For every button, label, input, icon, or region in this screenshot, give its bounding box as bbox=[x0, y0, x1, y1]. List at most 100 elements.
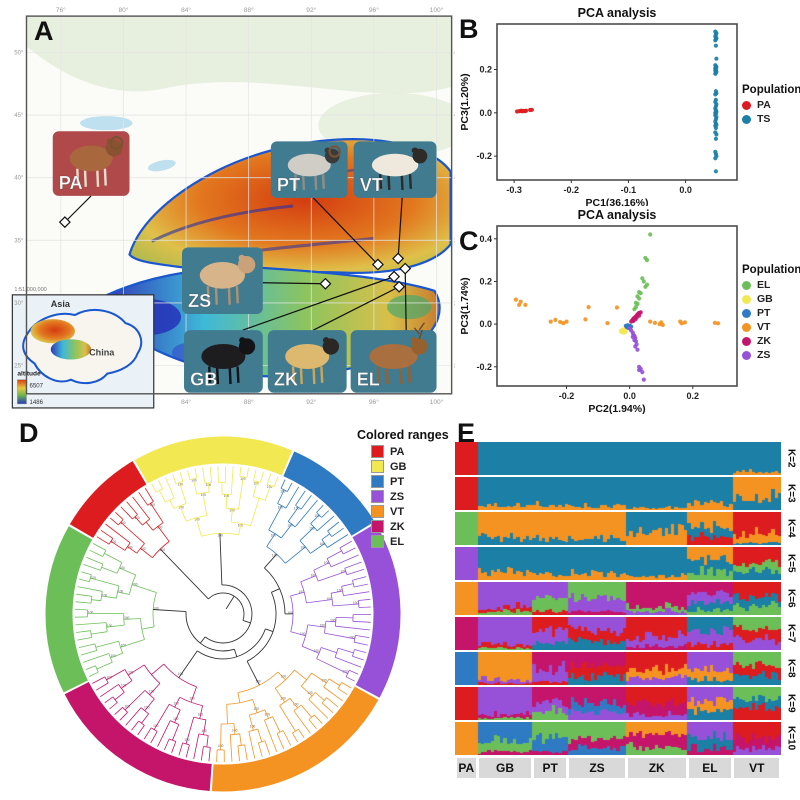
breed-card-PA: PA bbox=[52, 131, 130, 196]
svg-text:100: 100 bbox=[342, 669, 348, 673]
svg-text:100: 100 bbox=[272, 554, 278, 558]
svg-text:100: 100 bbox=[153, 607, 159, 611]
legend-dot-icon bbox=[742, 100, 751, 110]
pca_top-series-TS bbox=[713, 29, 719, 174]
svg-text:100: 100 bbox=[321, 678, 327, 682]
svg-text:100: 100 bbox=[134, 516, 140, 520]
legend-dot-icon bbox=[742, 294, 751, 304]
pca_bottom-legend-item-VT: VT bbox=[742, 321, 800, 333]
tree-range-arc-ZS bbox=[352, 523, 401, 698]
breed-animal-icon-VT bbox=[371, 147, 428, 191]
pca_bottom-ylabel: PC3(1.74%) bbox=[459, 277, 471, 334]
map-left-tick: 35° bbox=[14, 238, 24, 244]
admixture-population-labels: PA GB PT ZS ZK EL VT bbox=[455, 758, 781, 778]
legend-dot-icon bbox=[742, 336, 751, 346]
svg-text:100: 100 bbox=[91, 576, 97, 580]
tree-svg: PA01PA02PA03PA04PA05PA06PA07PA08PA09PA10… bbox=[45, 436, 401, 792]
svg-text:100: 100 bbox=[150, 503, 156, 507]
panel-c-label: C bbox=[459, 226, 479, 256]
pca_bottom-legend-item-ZS: ZS bbox=[742, 349, 800, 361]
admixture-k-label-K=6: K=6 bbox=[785, 589, 797, 608]
legend-dot-icon bbox=[742, 114, 751, 124]
svg-text:100: 100 bbox=[107, 675, 113, 679]
map-lake bbox=[80, 116, 133, 131]
admixture-k-label-K=3: K=3 bbox=[785, 484, 797, 503]
breed-animal-icon-EL bbox=[369, 322, 428, 385]
legend-swatch-icon bbox=[371, 520, 384, 533]
admixture-k-label-K=4: K=4 bbox=[785, 519, 797, 538]
tree-legend-item-GB: GB bbox=[371, 460, 449, 473]
pca_top-title: PCA analysis bbox=[578, 6, 657, 20]
pca_bottom-series-GB bbox=[618, 327, 628, 335]
legend-item-label: ZS bbox=[757, 349, 771, 361]
admixture-pop-label-ZK: ZK bbox=[627, 758, 686, 778]
svg-text:100: 100 bbox=[178, 672, 184, 676]
map-vegetation-north bbox=[26, 16, 452, 94]
pca_bottom-plot: PCA analysis -0.2 0.0 0.2 -0.2 0.0 0.2 0.4 PC2(1… bbox=[459, 208, 738, 415]
pca_bottom-xtick: -0.2 bbox=[559, 391, 575, 401]
panel-map: A PA PT VT ZS GB ZK EL Asia China altitude 6507 148… bbox=[10, 4, 462, 416]
pca_bottom-legend: Population EL GB PT VT ZK ZS bbox=[742, 264, 800, 363]
map-scale-text: 1:51,000,000 bbox=[14, 287, 46, 293]
map-bottom-tick: 100° bbox=[430, 398, 444, 406]
pca_top-ytick: -0.2 bbox=[476, 151, 492, 161]
pca_top-ytick: 0.2 bbox=[479, 65, 492, 75]
breed-card-ZS: ZS bbox=[182, 247, 263, 315]
svg-text:100: 100 bbox=[309, 526, 315, 530]
tree-legend-item-ZK: ZK bbox=[371, 520, 449, 533]
admixture-row-K=2 bbox=[455, 442, 781, 475]
inset-altitude-title: altitude bbox=[17, 371, 41, 378]
svg-text:100: 100 bbox=[88, 610, 94, 614]
legend-item-label: GB bbox=[390, 460, 407, 473]
svg-text:100: 100 bbox=[294, 507, 300, 511]
admixture-row-K=6 bbox=[455, 582, 781, 615]
svg-text:100: 100 bbox=[254, 707, 260, 711]
pca_top-legend-item-TS: TS bbox=[742, 113, 800, 125]
legend-item-label: EL bbox=[390, 535, 405, 548]
breed-card-EL: EL bbox=[350, 322, 437, 393]
svg-text:100: 100 bbox=[287, 524, 293, 528]
admixture-row-K=8 bbox=[455, 652, 781, 685]
legend-dot-icon bbox=[742, 322, 751, 332]
pca_bottom-ytick: 0.2 bbox=[479, 276, 492, 286]
pca_bottom-series-EL bbox=[632, 232, 653, 312]
tree-legend-item-PT: PT bbox=[371, 475, 449, 488]
pca_top-ylabel: PC3(1.20%) bbox=[459, 73, 471, 130]
svg-text:100: 100 bbox=[111, 654, 117, 658]
admixture-row-K=10 bbox=[455, 722, 781, 755]
svg-text:100: 100 bbox=[280, 697, 286, 701]
admixture-k-label-K=9: K=9 bbox=[785, 694, 797, 713]
legend-swatch-icon bbox=[371, 535, 384, 548]
legend-swatch-icon bbox=[371, 475, 384, 488]
map-left-tick: 25° bbox=[14, 364, 24, 370]
map-left-tick: 30° bbox=[14, 301, 24, 307]
legend-item-label: ZK bbox=[757, 335, 771, 347]
tree-legend-title: Colored ranges bbox=[357, 428, 449, 442]
map-left-tick: 40° bbox=[14, 176, 24, 182]
pca_top-legend: Population PA TS bbox=[742, 84, 800, 127]
pca_bottom-series-ZK bbox=[629, 310, 643, 324]
svg-text:100: 100 bbox=[160, 548, 166, 552]
svg-text:100: 100 bbox=[121, 643, 127, 647]
sample-site-marker bbox=[393, 280, 406, 293]
legend-dot-icon bbox=[742, 350, 751, 360]
map-bottom-tick: 92° bbox=[306, 398, 316, 406]
panel-e-label: E bbox=[457, 418, 476, 448]
svg-text:100: 100 bbox=[125, 705, 131, 709]
pca_top-xtick: -0.1 bbox=[621, 185, 637, 195]
panel-d-label: D bbox=[19, 418, 39, 448]
svg-text:100: 100 bbox=[255, 680, 261, 684]
pca_top-ytick: 0.0 bbox=[479, 108, 492, 118]
pca_bottom-ytick: -0.2 bbox=[476, 362, 492, 372]
sample-connector-line bbox=[312, 197, 379, 265]
svg-text:100: 100 bbox=[311, 574, 317, 578]
svg-text:100: 100 bbox=[132, 583, 138, 587]
breed-card-VT: VT bbox=[353, 141, 437, 198]
legend-dot-icon bbox=[742, 308, 751, 318]
map-bottom-tick: 88° bbox=[244, 398, 254, 406]
admixture-k-label-K=2: K=2 bbox=[785, 449, 797, 468]
svg-text:100: 100 bbox=[128, 671, 134, 675]
sample-site-marker bbox=[319, 277, 332, 290]
map-top-tick: 92° bbox=[306, 6, 316, 14]
